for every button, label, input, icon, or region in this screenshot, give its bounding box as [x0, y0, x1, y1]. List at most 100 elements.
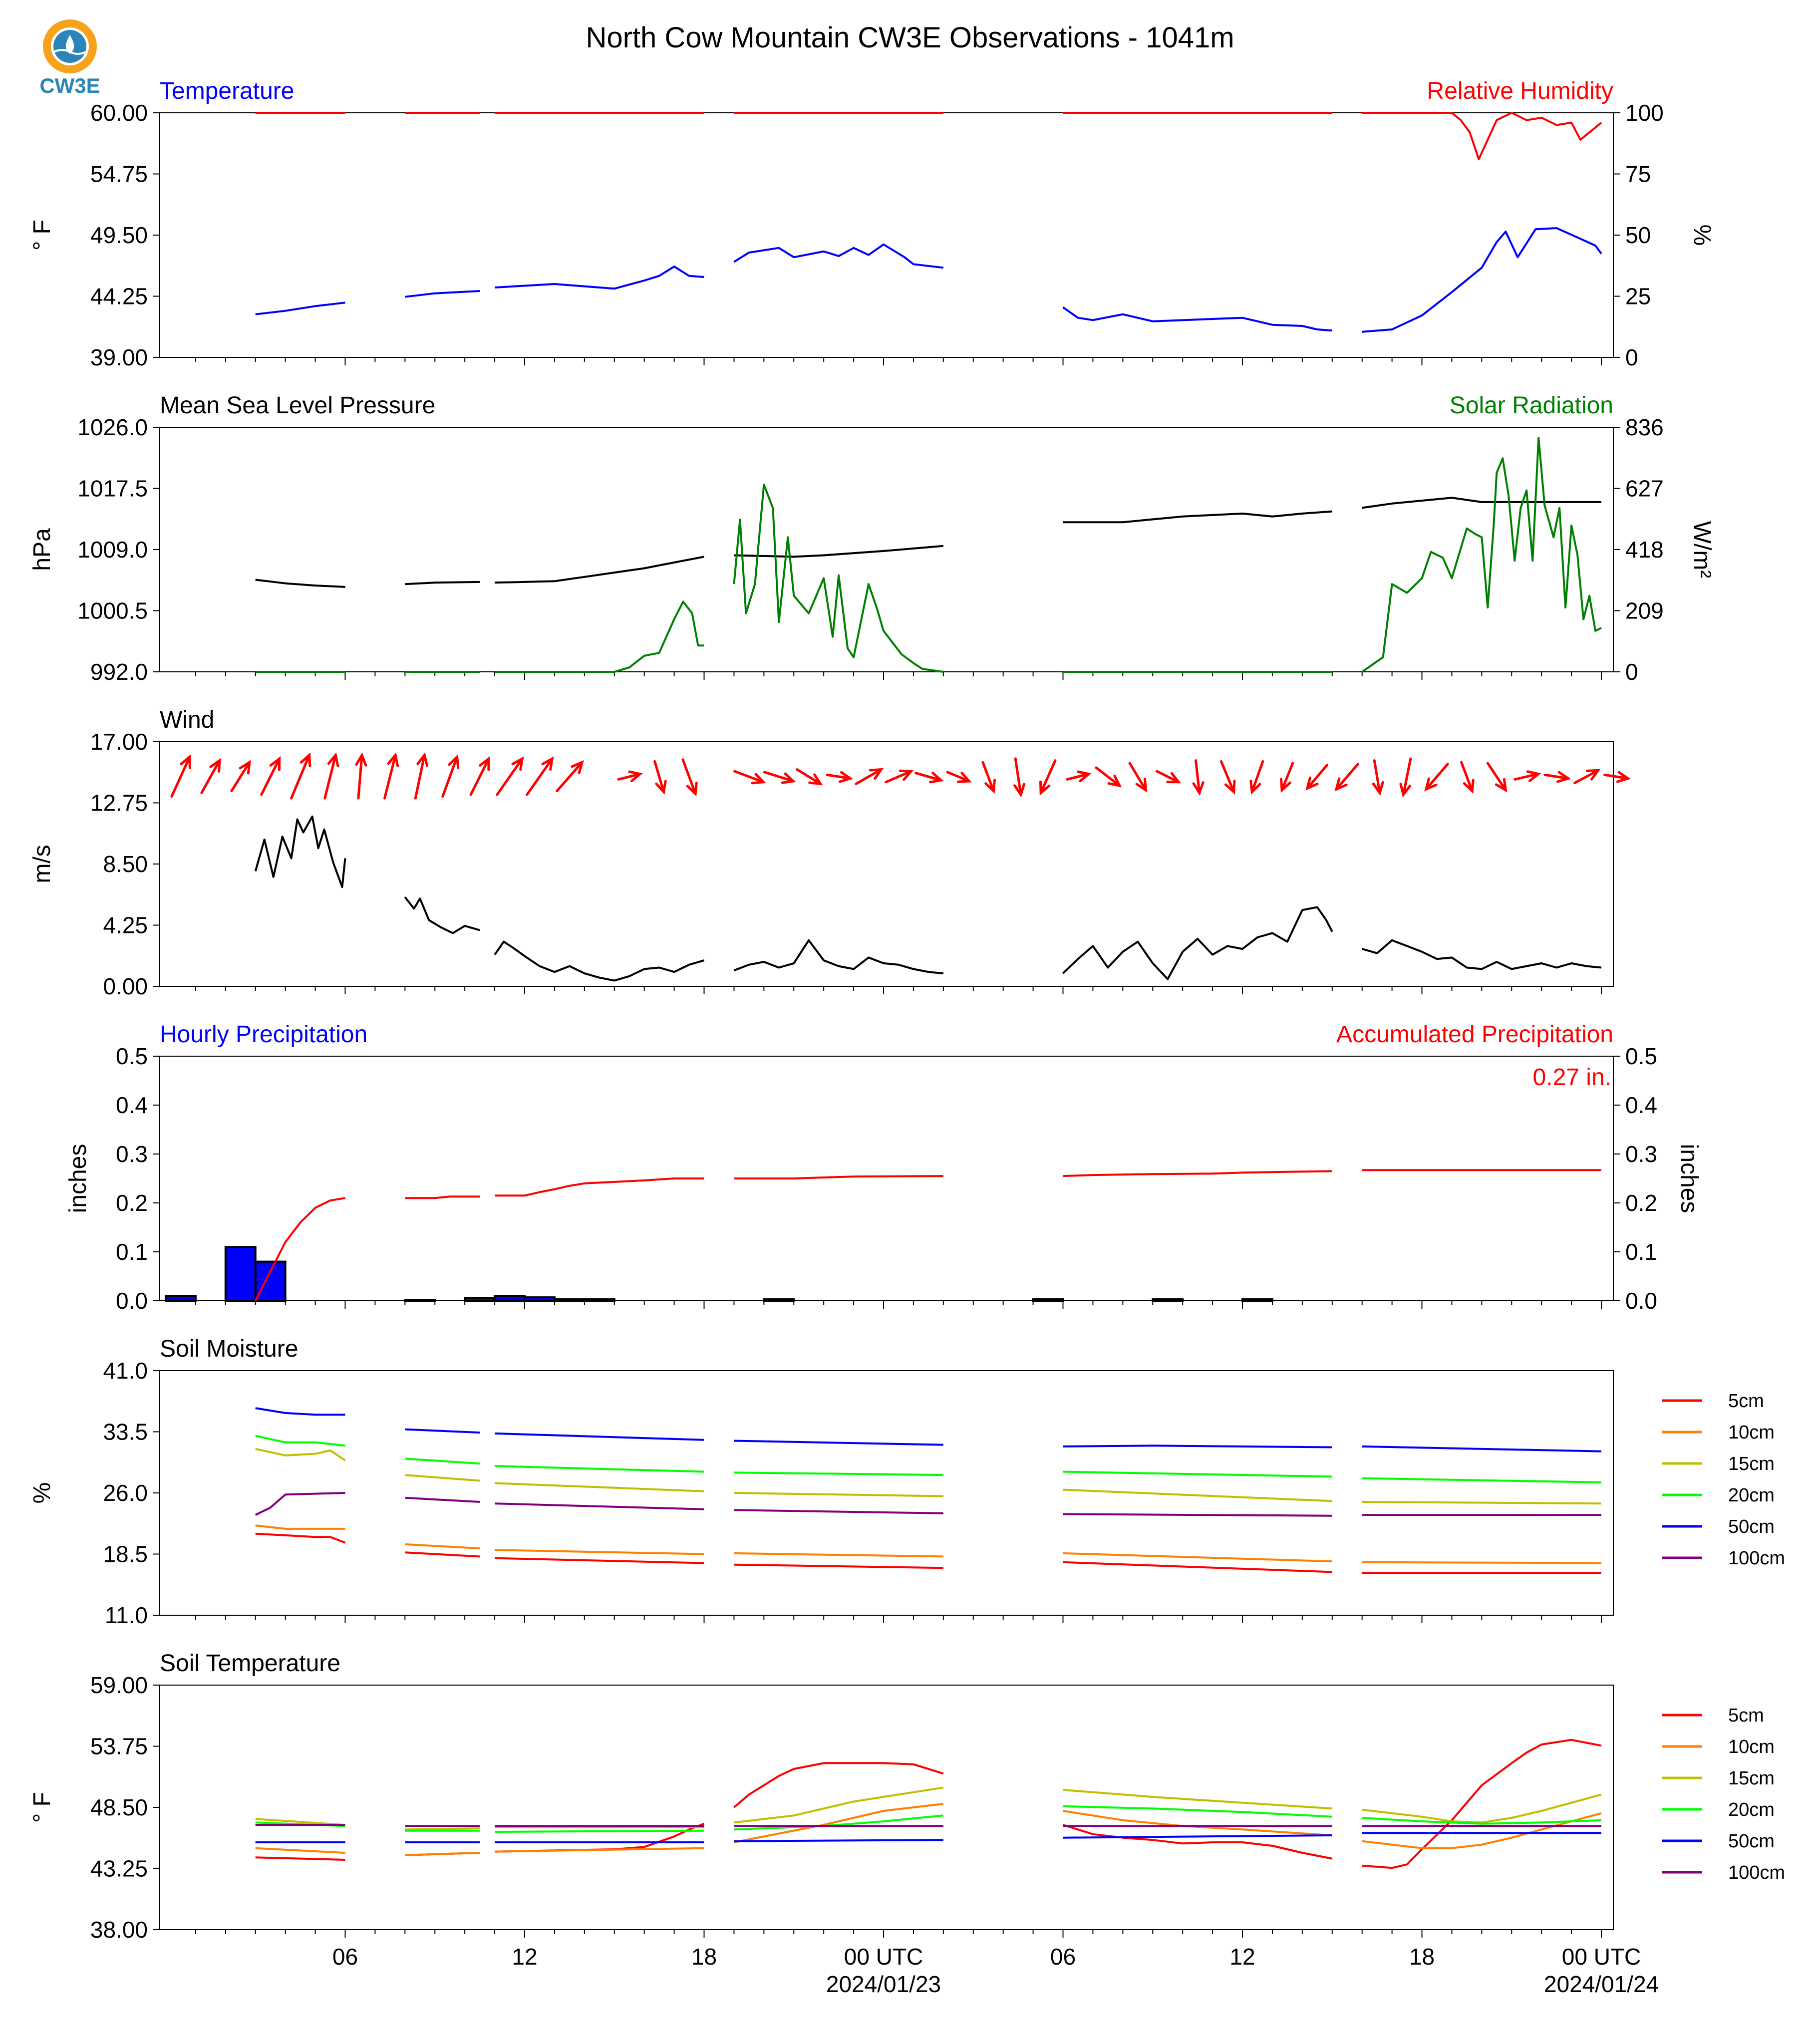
legend-label-10cm: 10cm [1728, 1422, 1775, 1443]
x-tick-label: 06 [332, 1944, 358, 1970]
wind-arrow [1603, 771, 1631, 783]
series-100cm [405, 1496, 480, 1503]
panel-soil_moisture: Soil Moisture 11.0 18.5 26.0 33.5 41.0% 5cm 10c… [29, 1336, 1785, 1628]
wind-arrow [946, 771, 972, 783]
wind-arrow [496, 756, 524, 796]
precip-bar [254, 1260, 287, 1302]
wind-arrow [1334, 763, 1359, 792]
series-10cm [405, 1543, 480, 1550]
wind-arrow [556, 760, 584, 793]
panel-wind: Wind 0.00 4.25 8.50 12.75 17.00 m/s [29, 707, 1631, 999]
y-right-axis-label: inches [1676, 1144, 1702, 1213]
y-tick-label: 60.00 [90, 100, 148, 126]
series-line-0 [404, 896, 480, 934]
y-right-tick-label: 209 [1625, 598, 1664, 624]
panel-title-left: Soil Moisture [160, 1336, 298, 1362]
y-tick-label: 1026.0 [77, 414, 148, 440]
series-line-0 [405, 1195, 480, 1199]
panel-title-right: Solar Radiation [1450, 392, 1613, 419]
y-right-tick-label: 0 [1625, 344, 1638, 370]
y-tick-label: 0.2 [116, 1190, 148, 1216]
precip-bar [763, 1298, 795, 1302]
series-line-0 [1362, 497, 1601, 509]
series-20cm [255, 1435, 345, 1447]
figure-title: North Cow Mountain CW3E Observations - 1… [586, 21, 1234, 54]
series-line-1 [495, 600, 704, 673]
series-line-0 [734, 1175, 943, 1179]
wind-arrow [290, 752, 311, 800]
wind-arrow [355, 752, 367, 800]
wind-arrow [981, 761, 996, 794]
wind-arrow [653, 760, 667, 795]
y-tick-label: 1009.0 [77, 537, 148, 563]
y-tick-label: 8.50 [103, 851, 148, 877]
series-line-0 [494, 266, 704, 290]
series-10cm [1362, 1561, 1602, 1564]
panel-temperature: Temperature Relative Humidity 39.00 44.25 49… [29, 78, 1715, 370]
series-10cm [734, 1803, 944, 1843]
series-line-0 [1062, 306, 1332, 332]
series-20cm [1063, 1470, 1332, 1478]
precip-bar [224, 1246, 257, 1302]
legend-label-5cm: 5cm [1728, 1391, 1764, 1412]
precip-bar [404, 1299, 436, 1302]
wind-arrow [1128, 762, 1148, 793]
y-axis-label: inches [65, 1144, 91, 1213]
y-right-tick-label: 75 [1625, 161, 1651, 187]
series-line-0 [405, 290, 480, 298]
wind-arrow [469, 756, 490, 796]
panel-precipitation: Hourly Precipitation Accumulated Precipit… [65, 1021, 1702, 1314]
panel-title-right: Relative Humidity [1427, 78, 1613, 104]
series-line-0 [255, 301, 345, 315]
series-20cm [1362, 1817, 1602, 1825]
y-right-tick-label: 0.4 [1625, 1092, 1657, 1118]
y-tick-label: 48.50 [90, 1794, 148, 1820]
wind-arrow [855, 768, 884, 785]
legend-label-10cm: 10cm [1728, 1737, 1775, 1757]
y-tick-label: 26.0 [103, 1480, 148, 1506]
series-10cm [1362, 1812, 1602, 1849]
y-tick-label: 54.75 [90, 161, 148, 187]
wind-arrow [526, 756, 554, 796]
wind-arrow [1486, 762, 1508, 793]
series-line-0 [494, 940, 705, 982]
y-tick-label: 0.5 [116, 1043, 148, 1069]
y-right-tick-label: 50 [1625, 222, 1651, 248]
series-50cm [734, 1839, 943, 1842]
wind-arrow [414, 752, 429, 800]
series-50cm [405, 1428, 480, 1434]
panel-title-left: Wind [160, 707, 214, 733]
series-line-0 [1062, 906, 1333, 980]
panel-soil_temperature: Soil Temperature 38.00 43.25 48.50 53.75 59.0… [29, 1650, 1785, 1997]
series-5cm [405, 1551, 480, 1558]
y-tick-label: 11.0 [105, 1602, 148, 1628]
series-line-0 [1063, 1170, 1332, 1177]
wind-arrow [796, 768, 823, 786]
series-20cm [1063, 1805, 1332, 1818]
y-axis-label: m/s [29, 845, 55, 883]
y-tick-label: 17.00 [90, 729, 148, 755]
series-line-0 [1362, 227, 1602, 333]
series-line-1 [733, 483, 944, 673]
y-right-tick-label: 418 [1625, 537, 1664, 563]
wind-arrow [383, 752, 399, 800]
series-50cm [1362, 1445, 1602, 1452]
series-50cm [1063, 1445, 1332, 1449]
panel-title-left: Hourly Precipitation [160, 1021, 367, 1048]
y-right-tick-label: 836 [1625, 414, 1664, 440]
y-tick-label: 39.00 [90, 344, 148, 370]
series-10cm [255, 1524, 345, 1530]
y-tick-label: 18.5 [103, 1541, 148, 1567]
y-tick-label: 49.50 [90, 222, 148, 248]
plot-frame [159, 1056, 1614, 1301]
y-axis-label: ° F [29, 220, 55, 251]
series-line-0 [733, 243, 944, 269]
y-tick-label: 44.25 [90, 284, 148, 309]
y-right-tick-label: 25 [1625, 284, 1651, 309]
wind-arrow [826, 771, 854, 783]
series-line-0 [255, 579, 345, 588]
series-10cm [255, 1847, 345, 1854]
precip-bar [583, 1298, 615, 1302]
wind-arrow [1039, 759, 1057, 796]
wind-arrow [1156, 770, 1181, 784]
